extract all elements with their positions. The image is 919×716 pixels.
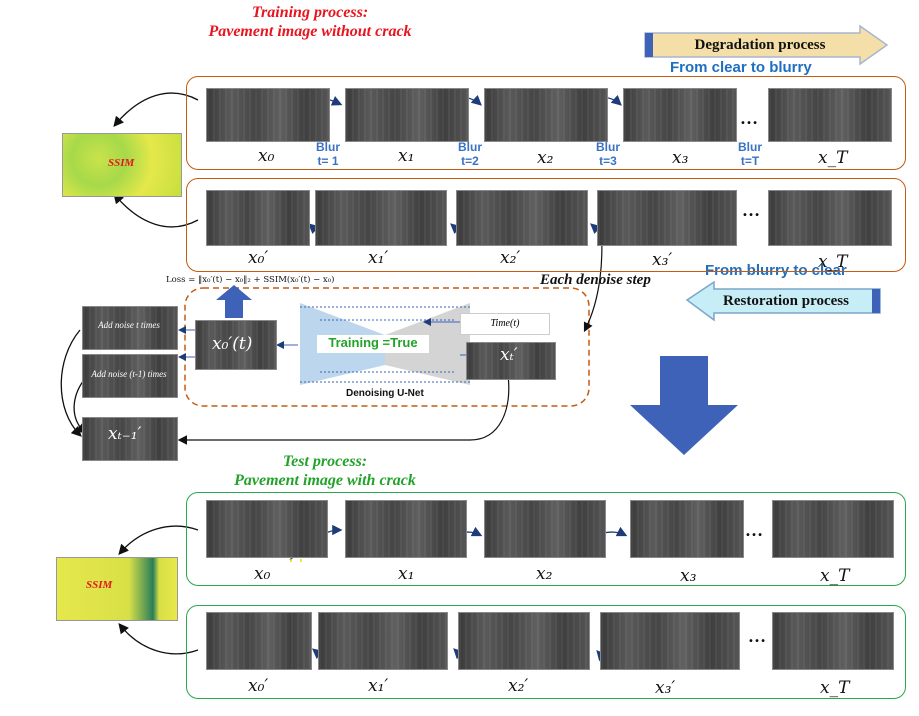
- test-ssim-label: SSIM: [86, 579, 113, 591]
- restoration-subtitle-visible: From blurry to clear: [705, 262, 847, 279]
- train-label-x3p: x₃′: [652, 250, 673, 270]
- test-reverse-ellipsis: …: [748, 626, 766, 646]
- noise-t1-image: [82, 354, 178, 398]
- x0-pred-label: x₀′(t): [212, 334, 253, 354]
- test-label-x1p: x₁′: [368, 676, 389, 696]
- each-denoise-step: Each denoise step: [540, 272, 651, 288]
- blur-t: t=T: [740, 154, 760, 168]
- blur-word: Blur: [738, 140, 762, 154]
- train-label-x1p: x₁′: [368, 248, 389, 268]
- test-label-x1: x₁: [398, 564, 415, 584]
- test-label-x0p: x₀′: [248, 676, 269, 696]
- test-label-x3: x₃: [680, 566, 697, 586]
- train-label-xTp: x_T: [818, 252, 848, 272]
- test-x3p-image: [600, 612, 740, 670]
- train-x1-image: [345, 88, 469, 142]
- test-xTp-image: [772, 612, 894, 670]
- test-title: Test process: Pavement image with crack: [210, 452, 440, 490]
- unet-caption: Denoising U-Net: [346, 388, 424, 399]
- big-down-arrow: [630, 356, 738, 455]
- train-x2p-image: [456, 190, 588, 246]
- xt-minus-1-image: [82, 417, 178, 461]
- train-forward-panel: [186, 76, 906, 170]
- train-reverse-ellipsis: …: [742, 200, 760, 220]
- test-x3-image: [630, 500, 744, 558]
- restoration-label: Restoration process: [723, 292, 849, 309]
- train-label-x0: x₀: [258, 146, 275, 166]
- time-input: Time(t): [460, 313, 550, 335]
- blur-word: Blur: [596, 140, 620, 154]
- train-label-xT: x_T: [818, 148, 848, 168]
- xt-input-image: [466, 342, 556, 380]
- blur-t: t=2: [461, 154, 479, 168]
- train-label-x2p: x₂′: [500, 248, 521, 268]
- noise-t-label: Add noise t times: [98, 320, 160, 330]
- test-xT-image: [772, 500, 894, 558]
- train-x0p-image: [206, 190, 310, 246]
- test-x1p-image: [318, 612, 448, 670]
- degradation-arrow: [644, 24, 889, 66]
- train-forward-ellipsis: …: [740, 108, 758, 128]
- test-label-x0: x₀: [254, 564, 271, 584]
- xt-input-label: xₜ′: [500, 345, 518, 365]
- train-x3-image: [623, 88, 737, 142]
- blur-word: Blur: [316, 140, 340, 154]
- test-x2-image: [484, 500, 606, 558]
- blur-t: t=3: [599, 154, 617, 168]
- test-x0p-image: [206, 612, 312, 670]
- test-title-line2: Pavement image with crack: [234, 472, 416, 489]
- train-ssim-map: [62, 133, 182, 197]
- training-title: Training process: Pavement image without…: [180, 3, 440, 41]
- blur-step-3: Blur t=3: [596, 140, 620, 168]
- test-x0-image: [206, 500, 328, 558]
- test-x2p-image: [458, 612, 590, 670]
- loss-formula: Loss = ‖x₀′(t) − x₀‖₂ + SSIM(x₀′(t) − x₀…: [166, 275, 335, 285]
- test-label-xT: x_T: [820, 566, 850, 586]
- test-label-x3p: x₃′: [655, 678, 676, 698]
- blur-step-1: Blur t= 1: [316, 140, 340, 168]
- train-x1p-image: [315, 190, 447, 246]
- test-forward-ellipsis: …: [745, 520, 763, 540]
- train-x2-image: [484, 88, 608, 142]
- test-label-x2p: x₂′: [508, 676, 529, 696]
- training-title-line1: Training process:: [251, 4, 369, 21]
- train-reverse-panel: [186, 178, 906, 272]
- train-label-x3: x₃: [672, 148, 689, 168]
- test-label-xTp: x_T: [820, 678, 850, 698]
- denoise-step-box: [184, 287, 590, 407]
- train-xT-image: [768, 88, 892, 142]
- train-label-x2: x₂: [537, 148, 554, 168]
- train-label-x1: x₁: [398, 146, 415, 166]
- training-title-line2: Pavement image without crack: [208, 23, 412, 40]
- blur-word: Blur: [458, 140, 482, 154]
- test-forward-panel: [186, 492, 906, 586]
- degradation-label: Degradation process: [694, 36, 826, 53]
- blur-step-2: Blur t=2: [458, 140, 482, 168]
- degradation-subtitle: From clear to blurry: [670, 59, 812, 76]
- train-xTp-image: [768, 190, 892, 246]
- xt-minus-1-label: xₜ₋₁′: [108, 424, 142, 444]
- training-flag: Training =True: [317, 335, 429, 353]
- train-x0-image: [206, 88, 330, 142]
- test-label-x2: x₂: [536, 564, 553, 584]
- blur-step-T: Blur t=T: [738, 140, 762, 168]
- test-title-line1: Test process:: [282, 453, 368, 470]
- blur-t: t= 1: [317, 154, 339, 168]
- test-ssim-map: [56, 557, 178, 621]
- test-reverse-panel: [186, 605, 906, 699]
- test-x1-image: [345, 500, 467, 558]
- noise-t1-label: Add noise (t-1) times: [91, 369, 167, 379]
- noise-t-image: [82, 306, 178, 350]
- train-label-x0p: x₀′: [248, 248, 269, 268]
- train-ssim-label: SSIM: [108, 157, 135, 169]
- x0-pred-image: [195, 320, 277, 370]
- train-x3p-image: [597, 190, 737, 246]
